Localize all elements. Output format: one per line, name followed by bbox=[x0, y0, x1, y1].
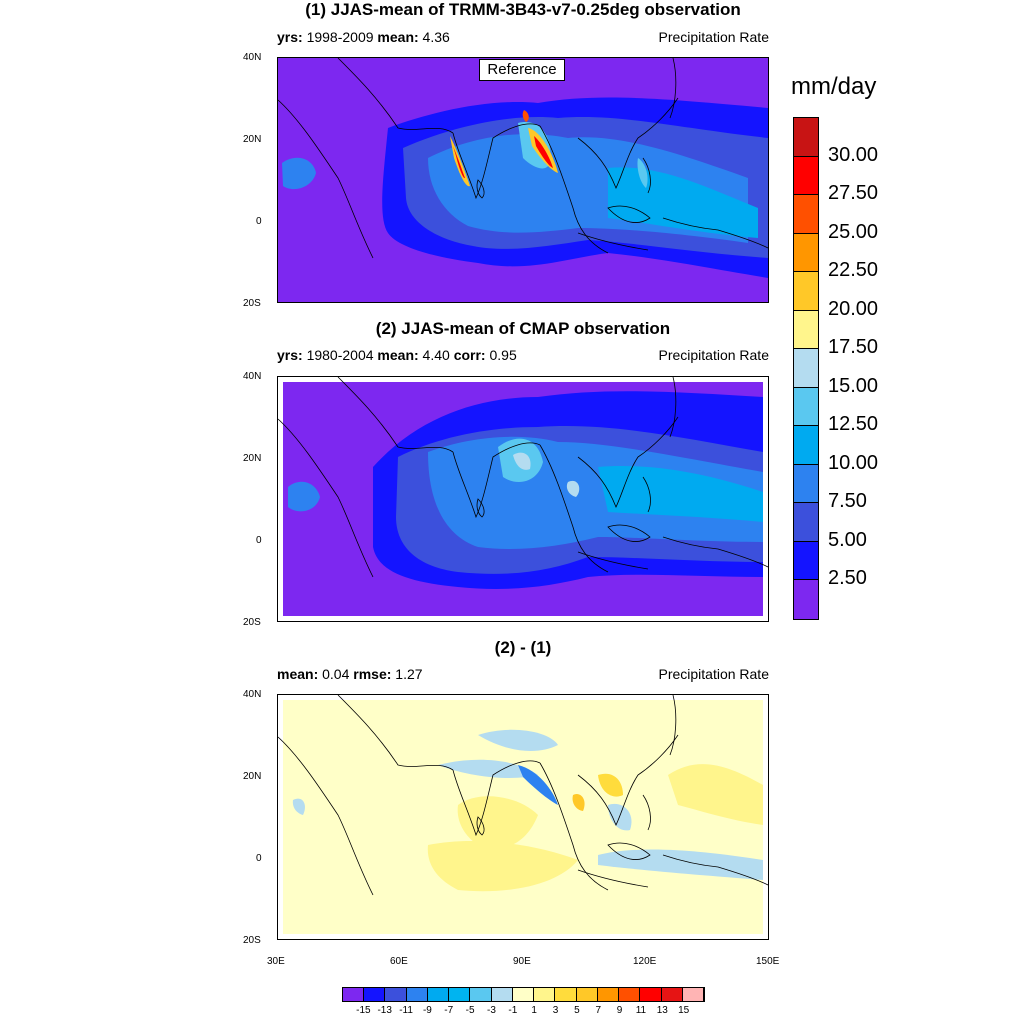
colorbar-label: 12.50 bbox=[828, 413, 879, 436]
lat-tick-20n: 20N bbox=[243, 453, 262, 464]
panel1-variable: Precipitation Rate bbox=[658, 29, 769, 45]
colorbar-box bbox=[794, 387, 818, 427]
diff-colorbar-label: 7 bbox=[595, 1005, 602, 1016]
panel1-info: yrs: 1998-2009 mean: 4.36 bbox=[277, 29, 450, 45]
panel2-variable: Precipitation Rate bbox=[658, 347, 769, 363]
colorbar-label: 2.50 bbox=[828, 567, 867, 590]
colorbar-box bbox=[794, 310, 818, 350]
lon-tick-120e: 120E bbox=[633, 956, 657, 967]
diff-colorbar-box bbox=[427, 988, 450, 1001]
lat-tick-20n: 20N bbox=[243, 771, 262, 782]
lat-tick-20s: 20S bbox=[243, 298, 261, 309]
colorbar-label: 20.00 bbox=[828, 297, 879, 320]
diff-colorbar-label: 9 bbox=[616, 1005, 623, 1016]
diff-colorbar-box bbox=[682, 988, 704, 1001]
diff-colorbar-box bbox=[619, 988, 641, 1001]
lon-tick-30e: 30E bbox=[267, 956, 285, 967]
diff-colorbar-box bbox=[406, 988, 428, 1001]
panel3-title: (2) - (1) bbox=[494, 638, 552, 657]
colorbar-label: 7.50 bbox=[828, 490, 867, 513]
diff-colorbar-box bbox=[555, 988, 577, 1001]
lat-tick-0: 0 bbox=[256, 216, 262, 227]
diff-colorbar-box bbox=[597, 988, 620, 1001]
colorbar-box bbox=[794, 195, 818, 234]
diff-colorbar-label: 5 bbox=[574, 1005, 580, 1016]
diff-colorbar-label: 15 bbox=[678, 1005, 690, 1016]
colorbar-box bbox=[794, 426, 818, 465]
lat-tick-40n: 40N bbox=[243, 371, 262, 382]
colorbar-box bbox=[794, 503, 818, 542]
colorbar-label: 30.00 bbox=[828, 143, 879, 166]
colorbar-label: 15.00 bbox=[828, 374, 879, 397]
colorbar-box bbox=[794, 464, 818, 504]
lat-tick-0: 0 bbox=[256, 853, 262, 864]
reference-label: Reference bbox=[479, 59, 565, 81]
diff-colorbar-box bbox=[470, 988, 492, 1001]
diff-colorbar-box bbox=[661, 988, 683, 1001]
panel2-info: yrs: 1980-2004 mean: 4.40 corr: 0.95 bbox=[277, 347, 517, 363]
colorbar-label: 25.00 bbox=[828, 220, 879, 243]
diff-colorbar-box bbox=[364, 988, 386, 1001]
panel2-title: (2) JJAS-mean of CMAP observation bbox=[375, 319, 671, 338]
colorbar bbox=[793, 117, 819, 620]
diff-colorbar-label: -3 bbox=[487, 1005, 496, 1016]
diff-colorbar-box bbox=[534, 988, 556, 1001]
diff-colorbar-label: -9 bbox=[422, 1005, 432, 1016]
diff-colorbar-box bbox=[576, 988, 598, 1001]
diff-colorbar-label: 1 bbox=[531, 1005, 537, 1016]
diff-colorbar-label: 11 bbox=[635, 1005, 647, 1016]
diff-colorbar-box bbox=[640, 988, 662, 1001]
colorbar-box bbox=[794, 118, 818, 157]
diff-colorbar-label: -11 bbox=[399, 1005, 413, 1016]
colorbar-label: 27.50 bbox=[828, 182, 879, 205]
diff-colorbar-box bbox=[491, 988, 513, 1001]
colorbar-label: 5.00 bbox=[828, 528, 867, 551]
panel3-variable: Precipitation Rate bbox=[658, 666, 769, 682]
colorbar-label: 17.50 bbox=[828, 336, 879, 359]
lat-tick-40n: 40N bbox=[243, 52, 262, 63]
lon-tick-60e: 60E bbox=[390, 956, 408, 967]
lat-tick-20s: 20S bbox=[243, 617, 261, 628]
lat-tick-0: 0 bbox=[256, 535, 262, 546]
colorbar-label: 22.50 bbox=[828, 259, 879, 282]
panel1-map bbox=[277, 57, 769, 303]
diff-colorbar-label: 3 bbox=[552, 1005, 559, 1016]
lat-tick-20n: 20N bbox=[243, 134, 262, 145]
diff-colorbar-label: -1 bbox=[508, 1005, 518, 1016]
lat-tick-20s: 20S bbox=[243, 935, 261, 946]
diff-colorbar-box bbox=[512, 988, 535, 1001]
diff-colorbar-label: -5 bbox=[465, 1005, 475, 1016]
lon-tick-150e: 150E bbox=[756, 956, 780, 967]
diff-colorbar-label: -15 bbox=[356, 1005, 371, 1016]
diff-colorbar-label: 13 bbox=[656, 1005, 668, 1016]
colorbar-box bbox=[794, 541, 818, 581]
diff-colorbar-box bbox=[385, 988, 407, 1001]
diff-colorbar-label: -7 bbox=[444, 1005, 454, 1016]
lon-tick-90e: 90E bbox=[513, 956, 531, 967]
diff-colorbar-box bbox=[449, 988, 471, 1001]
colorbar-label: 10.00 bbox=[828, 451, 879, 474]
colorbar-box bbox=[794, 272, 818, 311]
panel3-info: mean: 0.04 rmse: 1.27 bbox=[277, 666, 423, 682]
diff-colorbar bbox=[342, 987, 705, 1002]
diff-colorbar-box bbox=[343, 988, 365, 1001]
colorbar-box bbox=[794, 156, 818, 196]
panel2-map bbox=[277, 376, 769, 622]
lat-tick-40n: 40N bbox=[243, 689, 262, 700]
colorbar-box bbox=[794, 580, 818, 619]
colorbar-box bbox=[794, 233, 818, 273]
diff-colorbar-label: -13 bbox=[377, 1005, 392, 1016]
colorbar-box bbox=[794, 349, 818, 388]
panel1-title: (1) JJAS-mean of TRMM-3B43-v7-0.25deg ob… bbox=[305, 0, 741, 19]
panel3-map bbox=[277, 694, 769, 940]
colorbar-units: mm/day bbox=[791, 73, 877, 100]
